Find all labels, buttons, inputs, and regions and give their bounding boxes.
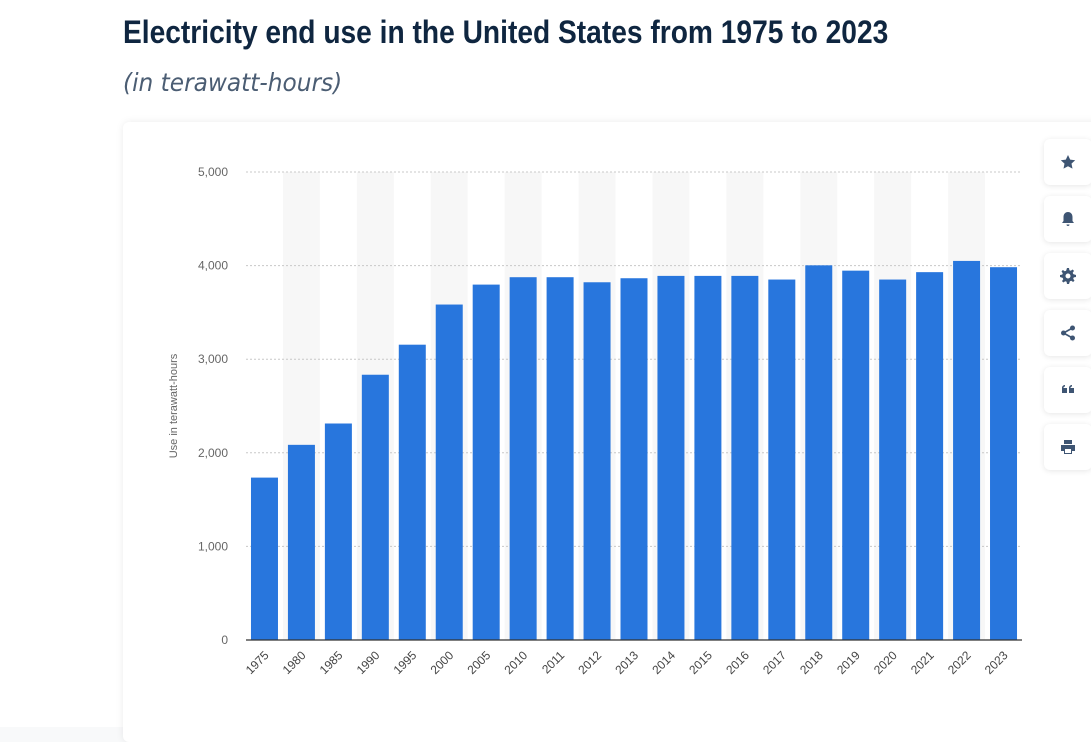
bar-2016 — [731, 275, 759, 640]
bar-2023 — [990, 267, 1018, 640]
bar-2020 — [879, 279, 907, 640]
bar-2022 — [953, 260, 981, 640]
x-tick-label: 2014 — [649, 648, 678, 677]
x-tick-label: 2011 — [539, 648, 567, 676]
x-tick-label: 2012 — [575, 648, 604, 677]
x-tick-label: 2000 — [428, 648, 457, 677]
gear-icon — [1060, 268, 1076, 284]
bar-1980 — [287, 444, 315, 640]
print-icon — [1061, 440, 1075, 454]
x-tick-label: 1975 — [243, 648, 272, 677]
x-tick-label: 2022 — [945, 648, 974, 677]
x-tick-label: 1990 — [354, 648, 383, 677]
bar-1985 — [324, 423, 352, 640]
y-tick-label: 3,000 — [198, 352, 228, 366]
share-button[interactable] — [1044, 310, 1091, 356]
x-tick-label: 2005 — [465, 648, 494, 677]
x-tick-label: 2020 — [871, 648, 900, 677]
page: Electricity end use in the United States… — [123, 14, 1091, 678]
bar-2018 — [805, 265, 833, 640]
bar-2019 — [842, 270, 870, 640]
x-tick-label: 2010 — [501, 648, 530, 677]
bar-2013 — [620, 278, 648, 640]
y-tick-label: 4,000 — [198, 259, 228, 273]
bar-1990 — [361, 374, 389, 640]
bar-1995 — [398, 344, 426, 640]
y-axis-label: Use in terawatt-hours — [168, 353, 180, 458]
x-tick-label: 2015 — [686, 648, 715, 677]
bar-2000 — [435, 304, 463, 640]
bar-2005 — [472, 284, 500, 640]
bar-2017 — [768, 279, 796, 640]
x-tick-label: 1995 — [391, 648, 420, 677]
x-tick-label: 2023 — [982, 648, 1011, 677]
toolbar — [1044, 139, 1091, 481]
x-tick-label: 2016 — [723, 648, 752, 677]
x-tick-label: 2019 — [834, 648, 863, 677]
x-tick-label: 2018 — [797, 648, 826, 677]
page-subtitle: (in terawatt-hours) — [123, 68, 343, 97]
x-tick-label: 1985 — [317, 648, 346, 677]
bar-2012 — [583, 282, 611, 640]
favorite-button[interactable] — [1044, 139, 1091, 185]
share-icon — [1061, 325, 1075, 341]
star-icon — [1060, 155, 1076, 169]
bar-2021 — [916, 272, 944, 640]
notification-button[interactable] — [1044, 196, 1091, 242]
x-tick-label: 1980 — [280, 648, 309, 677]
y-tick-label: 1,000 — [198, 539, 228, 553]
cite-button[interactable] — [1044, 367, 1091, 413]
page-title: Electricity end use in the United States… — [123, 14, 889, 50]
bar-2010 — [509, 277, 537, 640]
x-tick-label: 2017 — [760, 648, 789, 677]
settings-button[interactable] — [1044, 253, 1091, 299]
quote-icon — [1062, 385, 1074, 393]
x-tick-label: 2021 — [908, 648, 937, 677]
bell-icon — [1062, 212, 1074, 226]
bar-chart: 0 1,000 2,000 3,000 4,000 5,000 Use in terawat… — [168, 165, 1022, 677]
print-button[interactable] — [1044, 424, 1091, 470]
bar-1975 — [250, 477, 278, 640]
bar-2014 — [657, 275, 685, 640]
bar-2011 — [546, 277, 574, 640]
x-tick-label: 2013 — [612, 648, 641, 677]
y-tick-label: 0 — [221, 633, 228, 647]
y-tick-label: 5,000 — [198, 165, 228, 179]
bar-2015 — [694, 275, 722, 640]
y-tick-label: 2,000 — [198, 446, 228, 460]
